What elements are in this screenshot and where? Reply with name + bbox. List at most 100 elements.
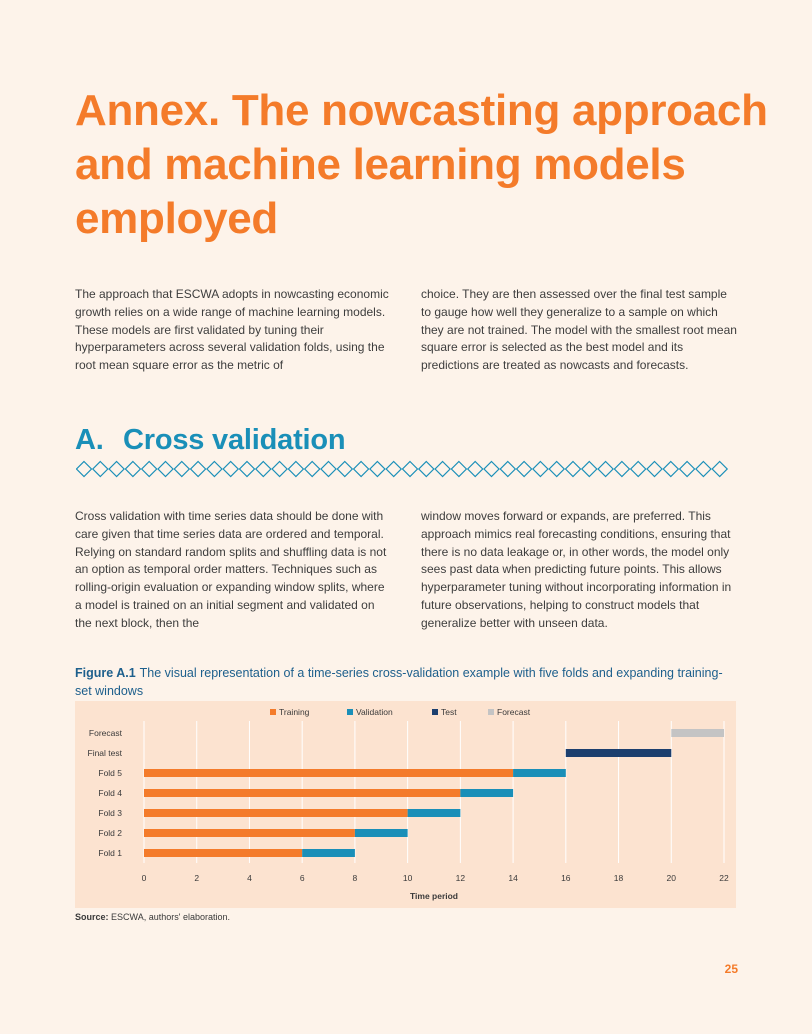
diamond-ornament: [466, 460, 484, 478]
diamond-ornament: [157, 460, 174, 478]
diamond-ornament: [369, 460, 386, 478]
intro-text: The approach that ESCWA adopts in nowcas…: [75, 286, 737, 375]
x-tick-label: 18: [614, 873, 624, 883]
diamond-ornament: [515, 460, 533, 478]
category-label: Fold 5: [98, 768, 122, 778]
chart-container: Forecast Final test Fold 5 Fold 4 Fold 3 Fold…: [75, 701, 736, 908]
diamond-ornament: [320, 460, 337, 478]
diamond-ornament: [108, 460, 125, 478]
diamond-ornament: [434, 460, 451, 478]
category-label: Final test: [88, 748, 123, 758]
x-tick-label: 14: [508, 873, 518, 883]
bar-validation: [513, 769, 566, 777]
bar-training: [144, 789, 461, 797]
section-heading: A. Cross validation: [75, 420, 346, 460]
diamond-ornament: [401, 460, 419, 478]
diamond-ornament: [222, 460, 240, 478]
diamond-ornament: [548, 460, 566, 478]
x-tick-label: 16: [561, 873, 571, 883]
legend-swatch: [347, 709, 353, 715]
cross-validation-text: Cross validation with time series data s…: [75, 508, 737, 633]
figure-caption-text: The visual representation of a time-seri…: [75, 666, 723, 698]
legend-swatch: [432, 709, 438, 715]
diamond-divider: [76, 460, 729, 478]
page-title: Annex. The nowcasting approach and machi…: [75, 86, 768, 243]
intro-paragraph-left: The approach that ESCWA adopts in nowcas…: [75, 287, 389, 373]
bar-validation: [460, 789, 514, 797]
bar-validation: [354, 829, 408, 837]
diamond-ornament: [238, 460, 256, 478]
source-label: Source:: [75, 912, 109, 922]
diamond-ornament: [597, 460, 614, 478]
diamond-ornament: [385, 460, 403, 478]
category-label: Fold 2: [98, 828, 122, 838]
diamond-ornament: [76, 460, 93, 478]
section-title: Cross validation: [123, 424, 346, 456]
legend-label: Test: [441, 707, 457, 717]
bar-training: [144, 829, 355, 837]
bar-forecast: [671, 729, 724, 737]
cv-paragraph-right: window moves forward or expands, are pre…: [421, 509, 732, 630]
diamond-ornament: [499, 460, 517, 478]
diamond-ornament: [189, 460, 207, 478]
intro-paragraph-right: choice. They are then assessed over the …: [421, 287, 737, 373]
x-tick-label: 10: [403, 873, 413, 883]
diamond-ornament: [711, 460, 729, 478]
diamond-ornament: [287, 460, 305, 478]
diamond-ornament: [483, 460, 500, 478]
diamond-ornament: [662, 460, 680, 478]
diamond-ornament: [532, 460, 549, 478]
bar-test: [565, 749, 672, 757]
legend-swatch: [270, 709, 276, 715]
bar-training: [144, 809, 408, 817]
diamond-ornament: [629, 460, 647, 478]
bar-validation: [407, 809, 461, 817]
x-tick-label: 12: [456, 873, 466, 883]
x-tick-label: 2: [194, 873, 199, 883]
diamond-ornament: [271, 460, 288, 478]
bar-validation: [302, 849, 355, 857]
diamond-ornament: [450, 460, 468, 478]
diamond-ornament: [352, 460, 370, 478]
source-note: Source: ESCWA, authors' elaboration.: [75, 912, 230, 922]
diamond-ornament: [613, 460, 631, 478]
diamond-ornament: [695, 460, 712, 478]
figure-caption: Figure A.1 The visual representation of a…: [75, 664, 735, 700]
source-text: ESCWA, authors' elaboration.: [111, 912, 230, 922]
category-label: Forecast: [89, 728, 123, 738]
diamond-ornament: [417, 460, 435, 478]
diamond-ornament: [678, 460, 696, 478]
category-label: Fold 1: [98, 848, 122, 858]
diamond-ornament: [91, 460, 109, 478]
x-tick-label: 6: [300, 873, 305, 883]
diamond-ornament: [336, 460, 354, 478]
diamond-ornament: [140, 460, 158, 478]
diamond-ornament: [254, 460, 272, 478]
cv-paragraph-left: Cross validation with time series data s…: [75, 509, 387, 630]
bar-training: [144, 769, 514, 777]
x-tick-label: 20: [667, 873, 677, 883]
legend-label: Training: [279, 707, 310, 717]
section-number: A.: [75, 424, 104, 456]
diamond-ornament: [303, 460, 321, 478]
x-tick-label: 0: [142, 873, 147, 883]
x-tick-label: 8: [353, 873, 358, 883]
diamond-ornament: [173, 460, 191, 478]
page-number: 25: [724, 962, 738, 976]
bar-training: [144, 849, 303, 857]
diamond-ornament: [580, 460, 598, 478]
category-label: Fold 4: [98, 788, 122, 798]
figure-label: Figure A.1: [75, 666, 136, 680]
diamond-ornament: [646, 460, 663, 478]
legend-label: Validation: [356, 707, 393, 717]
legend-label: Forecast: [497, 707, 531, 717]
cross-validation-chart: Forecast Final test Fold 5 Fold 4 Fold 3 Fold…: [88, 707, 729, 901]
legend-swatch: [488, 709, 494, 715]
x-tick-label: 4: [247, 873, 252, 883]
diamond-ornament: [564, 460, 582, 478]
diamond-ornament: [124, 460, 142, 478]
category-label: Fold 3: [98, 808, 122, 818]
diamond-ornament: [206, 460, 223, 478]
x-axis-label: Time period: [410, 891, 458, 901]
x-tick-label: 22: [719, 873, 729, 883]
